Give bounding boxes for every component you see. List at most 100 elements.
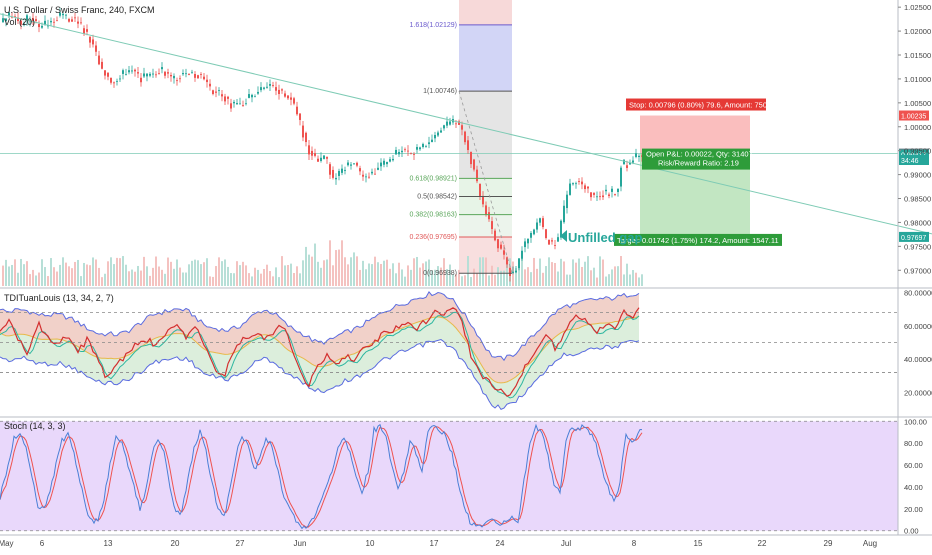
price-candle[interactable] (131, 70, 133, 72)
price-candle[interactable] (62, 13, 64, 16)
unfilled-gap-note[interactable]: Unfilled gap (568, 230, 642, 245)
price-candle[interactable] (350, 164, 352, 166)
price-candle[interactable] (635, 153, 637, 157)
price-candle[interactable] (95, 45, 97, 52)
price-candle[interactable] (374, 173, 376, 175)
price-candle[interactable] (347, 162, 349, 166)
stoch-panel[interactable] (0, 420, 898, 532)
price-candle[interactable] (611, 188, 613, 192)
price-candle[interactable] (590, 192, 592, 198)
price-candle[interactable] (353, 163, 355, 165)
price-candle[interactable] (413, 154, 415, 155)
price-candle[interactable] (203, 76, 205, 80)
price-candle[interactable] (575, 183, 577, 185)
price-candle[interactable] (59, 12, 61, 16)
price-candle[interactable] (44, 20, 46, 25)
price-candle[interactable] (80, 22, 82, 24)
price-candle[interactable] (530, 232, 532, 238)
price-candle[interactable] (176, 80, 178, 82)
price-candle[interactable] (47, 25, 49, 27)
annotations-layer[interactable]: 1.618(1.02129) 1(1.00746) 0.618(0.98921) 0.… (0, 13, 932, 277)
price-candle[interactable] (602, 195, 604, 198)
price-candle[interactable] (251, 94, 253, 98)
price-candle[interactable] (266, 86, 268, 88)
price-candle[interactable] (560, 220, 562, 238)
price-candle[interactable] (245, 103, 247, 105)
price-candle[interactable] (164, 71, 166, 76)
price-candle[interactable] (83, 28, 85, 34)
price-candle[interactable] (38, 23, 40, 28)
price-candle[interactable] (626, 165, 628, 168)
price-candle[interactable] (509, 267, 511, 277)
price-candle[interactable] (20, 20, 22, 25)
price-candle[interactable] (272, 85, 274, 86)
price-candle[interactable] (371, 171, 373, 174)
price-candle[interactable] (197, 75, 199, 79)
price-candle[interactable] (467, 140, 469, 151)
price-candle[interactable] (101, 61, 103, 69)
price-candle[interactable] (401, 150, 403, 153)
price-candle[interactable] (368, 176, 370, 178)
price-candle[interactable] (317, 158, 319, 162)
price-candle[interactable] (215, 91, 217, 93)
price-candle[interactable] (431, 139, 433, 143)
price-candle[interactable] (167, 72, 169, 74)
price-candle[interactable] (620, 167, 622, 187)
price-candle[interactable] (362, 174, 364, 177)
price-candle[interactable] (326, 157, 328, 159)
price-candle[interactable] (557, 237, 559, 242)
price-candle[interactable] (113, 82, 115, 84)
stop-loss-zone[interactable] (640, 115, 750, 154)
price-candle[interactable] (554, 245, 556, 246)
price-candle[interactable] (392, 158, 394, 161)
price-candle[interactable] (284, 93, 286, 97)
price-candle[interactable] (26, 15, 28, 21)
price-candle[interactable] (287, 95, 289, 99)
price-candle[interactable] (302, 125, 304, 138)
price-candle[interactable] (77, 21, 79, 24)
price-candle[interactable] (446, 121, 448, 126)
price-candle[interactable] (497, 239, 499, 249)
stoch-k-line[interactable] (0, 423, 643, 530)
price-candle[interactable] (464, 131, 466, 143)
price-candle[interactable] (125, 74, 127, 76)
price-candle[interactable] (632, 160, 634, 163)
price-candle[interactable] (161, 67, 163, 70)
price-candle[interactable] (173, 75, 175, 79)
price-candle[interactable] (5, 18, 7, 22)
price-candle[interactable] (506, 257, 508, 265)
price-candle[interactable] (470, 151, 472, 165)
price-candle[interactable] (521, 250, 523, 259)
price-candle[interactable] (206, 79, 208, 83)
price-candle[interactable] (407, 150, 409, 152)
price-candle[interactable] (71, 19, 73, 22)
price-candle[interactable] (128, 70, 130, 73)
price-candle[interactable] (524, 241, 526, 248)
price-candle[interactable] (152, 73, 154, 75)
tdi-panel[interactable] (0, 290, 898, 411)
price-candle[interactable] (587, 186, 589, 189)
price-candle[interactable] (8, 12, 10, 16)
price-candle[interactable] (119, 78, 121, 80)
price-candle[interactable] (341, 168, 343, 173)
price-candle[interactable] (629, 162, 631, 165)
price-candle[interactable] (500, 244, 502, 249)
price-candle[interactable] (419, 147, 421, 150)
price-candle[interactable] (290, 97, 292, 100)
price-candle[interactable] (275, 87, 277, 91)
price-candle[interactable] (440, 130, 442, 133)
price-candle[interactable] (473, 159, 475, 170)
price-candle[interactable] (308, 145, 310, 155)
price-candle[interactable] (218, 90, 220, 91)
price-candle[interactable] (614, 194, 616, 195)
price-candle[interactable] (185, 73, 187, 75)
price-candle[interactable] (158, 73, 160, 75)
price-candle[interactable] (593, 193, 595, 195)
price-candle[interactable] (335, 177, 337, 180)
price-candle[interactable] (545, 229, 547, 239)
price-candle[interactable] (338, 170, 340, 176)
price-candle[interactable] (299, 113, 301, 120)
price-candle[interactable] (494, 230, 496, 241)
price-candle[interactable] (386, 161, 388, 165)
